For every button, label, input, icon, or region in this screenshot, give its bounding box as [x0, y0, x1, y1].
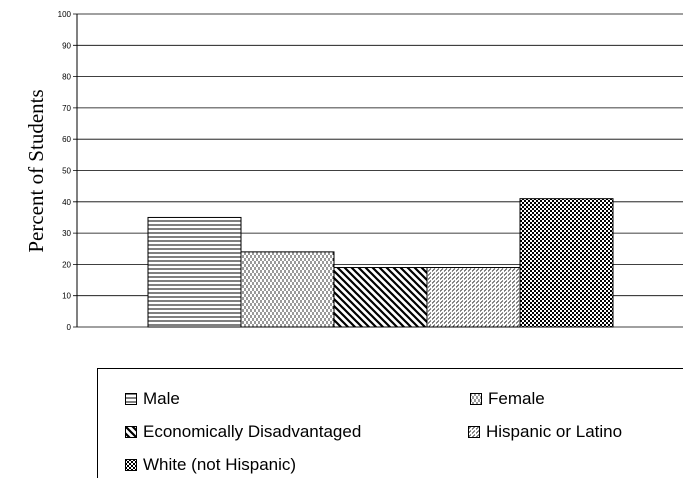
- legend-label: Economically Disadvantaged: [143, 422, 362, 441]
- legend-swatch: [468, 426, 480, 438]
- legend-label: Female: [488, 389, 545, 408]
- y-tick-label: 20: [62, 260, 71, 269]
- legend-label: White (not Hispanic): [143, 455, 297, 474]
- y-tick-label: 100: [58, 10, 72, 19]
- bar-white-not-hispanic: [519, 198, 614, 328]
- y-tick-label: 70: [62, 104, 71, 113]
- y-tick-label: 10: [62, 292, 71, 301]
- legend-item: White (not Hispanic): [125, 455, 296, 475]
- y-tick-label: 80: [62, 73, 71, 82]
- y-tick-label: 40: [62, 198, 71, 207]
- legend-swatch: [125, 426, 137, 438]
- legend-item: Female: [470, 389, 545, 409]
- y-tick-label: 50: [62, 167, 71, 176]
- legend-swatch: [470, 393, 482, 405]
- y-axis-ticks: 0 10 20 30 40 50 60 70 80 90 100: [58, 10, 72, 332]
- legend-swatch: [125, 459, 137, 471]
- legend-label: Male: [143, 389, 180, 408]
- legend-item: Male: [125, 389, 180, 409]
- legend-item: Economically Disadvantaged: [125, 422, 361, 442]
- legend-item: Hispanic or Latino: [468, 422, 622, 442]
- y-tick-label: 30: [62, 229, 71, 238]
- legend: Male Female Economically Disadvantaged Hisp…: [97, 368, 683, 478]
- y-tick-label: 60: [62, 135, 71, 144]
- legend-swatch: [125, 393, 137, 405]
- bar-male: [147, 216, 242, 328]
- legend-label: Hispanic or Latino: [486, 422, 623, 441]
- y-tick-label: 90: [62, 41, 71, 50]
- y-axis-title: Percent of Students: [24, 89, 48, 252]
- bars: [147, 198, 614, 328]
- bar-hispanic-or-latino: [426, 267, 521, 328]
- y-tick-label: 0: [67, 323, 72, 332]
- bar-female: [240, 251, 335, 328]
- bar-economically-disadvantaged: [333, 267, 428, 328]
